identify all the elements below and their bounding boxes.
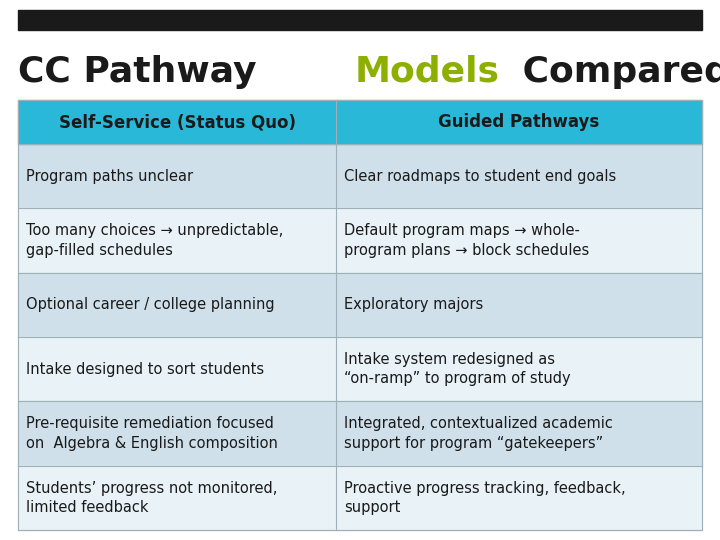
Text: Models: Models <box>355 55 500 89</box>
Text: Guided Pathways: Guided Pathways <box>438 113 600 131</box>
Text: Pre-requisite remediation focused
on  Algebra & English composition: Pre-requisite remediation focused on Alg… <box>26 416 278 450</box>
Text: CC Pathway: CC Pathway <box>18 55 269 89</box>
Text: Proactive progress tracking, feedback,
support: Proactive progress tracking, feedback, s… <box>344 481 626 515</box>
Bar <box>18 144 702 208</box>
Bar <box>18 100 702 530</box>
Text: Integrated, contextualized academic
support for program “gatekeepers”: Integrated, contextualized academic supp… <box>344 416 613 450</box>
Text: Optional career / college planning: Optional career / college planning <box>26 298 274 312</box>
Text: Exploratory majors: Exploratory majors <box>344 298 483 312</box>
Text: Program paths unclear: Program paths unclear <box>26 168 193 184</box>
Bar <box>18 465 702 530</box>
Text: Compared: Compared <box>510 55 720 89</box>
Text: Clear roadmaps to student end goals: Clear roadmaps to student end goals <box>344 168 616 184</box>
Bar <box>18 273 702 337</box>
Bar <box>18 10 702 30</box>
Text: Self-Service (Status Quo): Self-Service (Status Quo) <box>58 113 295 131</box>
Text: Default program maps → whole-
program plans → block schedules: Default program maps → whole- program pl… <box>344 224 589 258</box>
Bar <box>18 401 702 465</box>
Text: Too many choices → unpredictable,
gap-filled schedules: Too many choices → unpredictable, gap-fi… <box>26 224 283 258</box>
Bar <box>18 337 702 401</box>
Text: Students’ progress not monitored,
limited feedback: Students’ progress not monitored, limite… <box>26 481 277 515</box>
Text: Intake system redesigned as
“on-ramp” to program of study: Intake system redesigned as “on-ramp” to… <box>344 352 571 386</box>
Bar <box>18 100 702 144</box>
Text: Intake designed to sort students: Intake designed to sort students <box>26 362 264 377</box>
Bar <box>18 208 702 273</box>
